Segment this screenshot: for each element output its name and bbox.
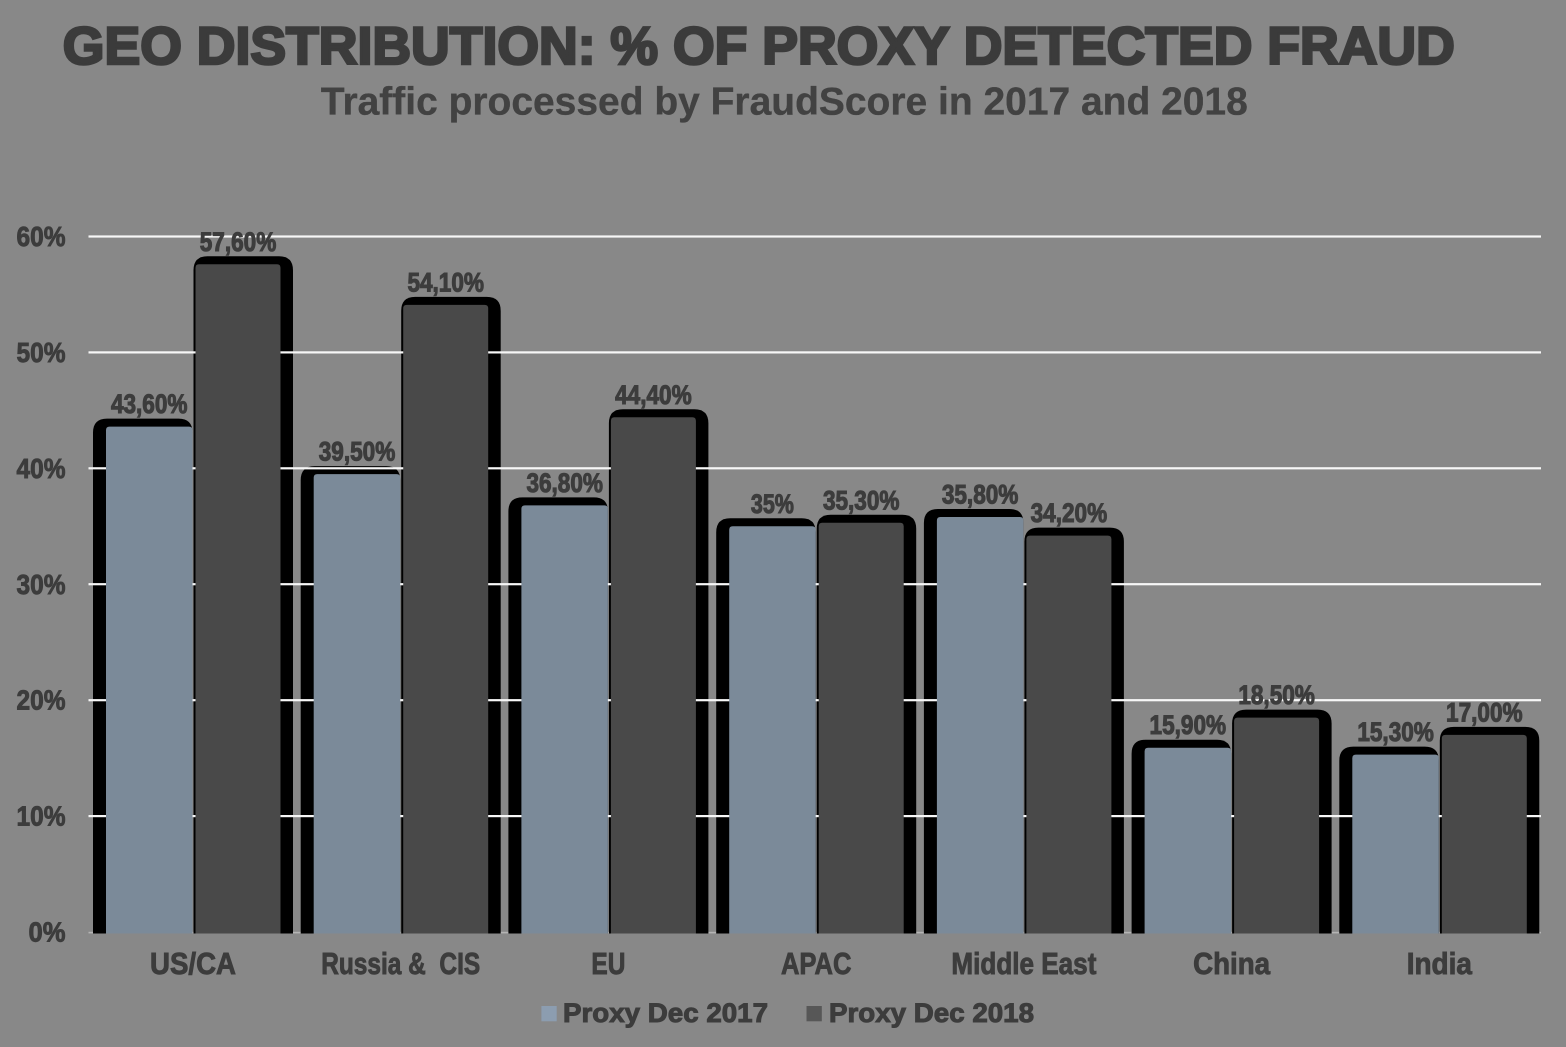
svg-text:18,50%: 18,50%: [1238, 680, 1315, 710]
svg-text:57,60%: 57,60%: [200, 227, 277, 257]
svg-text:34,20%: 34,20%: [1031, 498, 1108, 528]
svg-text:Proxy Dec 2018: Proxy Dec 2018: [829, 998, 1034, 1028]
svg-text:Middle East: Middle East: [951, 947, 1096, 981]
svg-text:APAC: APAC: [781, 947, 852, 981]
svg-text:35%: 35%: [751, 489, 794, 519]
svg-text:17,00%: 17,00%: [1446, 697, 1523, 727]
svg-text:36,80%: 36,80%: [526, 468, 603, 498]
svg-text:Proxy Dec 2017: Proxy Dec 2017: [563, 998, 768, 1028]
svg-text:EU: EU: [591, 947, 625, 981]
svg-text:44,40%: 44,40%: [615, 380, 692, 410]
svg-text:0%: 0%: [29, 917, 66, 948]
svg-text:Russia & CIS: Russia & CIS: [321, 947, 480, 981]
svg-text:GEO DISTRIBUTION: % OF PROXY D: GEO DISTRIBUTION: % OF PROXY DETECTED FR…: [63, 17, 1455, 76]
svg-text:40%: 40%: [17, 453, 66, 484]
svg-text:39,50%: 39,50%: [319, 437, 396, 467]
svg-text:50%: 50%: [17, 337, 66, 368]
svg-text:20%: 20%: [17, 685, 66, 716]
svg-text:15,30%: 15,30%: [1357, 717, 1434, 747]
svg-text:Traffic processed by FraudScor: Traffic processed by FraudScore in 2017 …: [321, 80, 1248, 123]
svg-text:35,80%: 35,80%: [942, 480, 1019, 510]
svg-text:54,10%: 54,10%: [407, 267, 484, 297]
svg-text:15,90%: 15,90%: [1150, 710, 1227, 740]
svg-text:US/CA: US/CA: [150, 947, 236, 981]
svg-text:10%: 10%: [17, 801, 66, 832]
svg-text:30%: 30%: [17, 569, 66, 600]
svg-text:35,30%: 35,30%: [823, 485, 900, 515]
svg-text:43,60%: 43,60%: [111, 389, 188, 419]
svg-text:India: India: [1407, 947, 1473, 981]
svg-text:China: China: [1193, 947, 1271, 981]
svg-text:60%: 60%: [17, 221, 66, 252]
